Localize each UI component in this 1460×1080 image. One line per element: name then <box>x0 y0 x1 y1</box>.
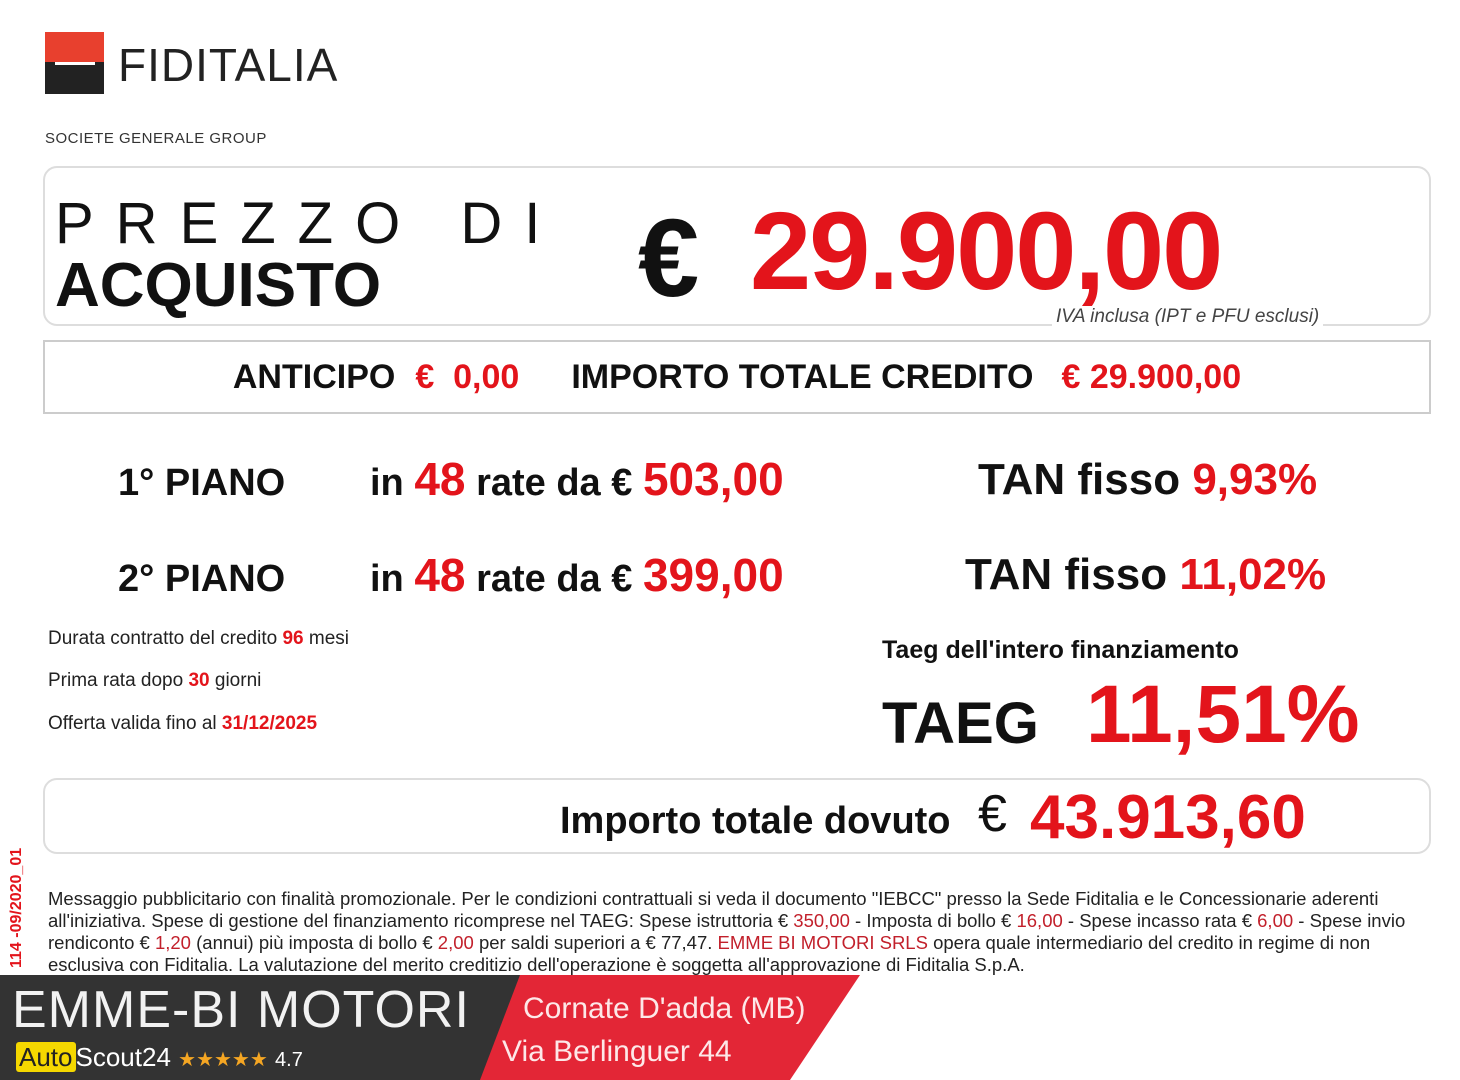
footer-address-panel <box>480 975 860 1080</box>
rate-amount: 399,00 <box>642 549 784 601</box>
price-box <box>43 166 1431 326</box>
plan-1-tan: TAN fisso 9,93% <box>978 455 1317 505</box>
detail-value: 31/12/2025 <box>221 713 318 734</box>
detail-text: Durata contratto del credito <box>48 628 278 649</box>
detail-value: 30 <box>188 670 210 691</box>
rating-stars-icon: ★★★★★ <box>178 1049 268 1071</box>
disc-text: - Spese invio rendiconto € <box>48 910 1406 953</box>
dovuto-label: Importo totale dovuto <box>560 800 951 842</box>
autoscout-badge: Auto Scout24 ★★★★★ 4.7 <box>16 1042 303 1073</box>
disc-text: - Imposta di bollo € <box>849 910 1017 931</box>
dealer-city: Cornate D'adda (MB) <box>523 992 806 1025</box>
total-credit-label: IMPORTO TOTALE CREDITO <box>571 357 1034 396</box>
price-label-1: PREZZO DI <box>55 191 563 256</box>
anticipo-value: € 0,00 <box>415 357 520 396</box>
autoscout-auto: Auto <box>16 1042 76 1072</box>
detail-text: Prima rata dopo <box>48 670 184 691</box>
rate-text: rate da € <box>476 462 633 504</box>
dealer-name: EMME-BI MOTORI <box>12 981 470 1039</box>
dovuto-value: 43.913,60 <box>1030 783 1306 852</box>
tan-value: 11,02% <box>1179 550 1327 599</box>
taeg-value: 11,51% <box>1086 669 1360 760</box>
price-currency: € <box>638 197 700 320</box>
detail-value: 96 <box>282 628 304 649</box>
detail-duration: Durata contratto del credito 96 mesi <box>48 628 349 650</box>
detail-text: mesi <box>308 628 350 649</box>
dovuto-box <box>43 778 1431 854</box>
total-credit-value: € 29.900,00 <box>1061 357 1242 396</box>
rate-text: rate da € <box>476 558 633 600</box>
credit-row: ANTICIPO € 0,00 IMPORTO TOTALE CREDITO €… <box>43 340 1431 414</box>
plan-2-tan: TAN fisso 11,02% <box>965 550 1326 600</box>
disc-value: 350,00 <box>793 910 850 931</box>
disc-text: - Spese incasso rata € <box>1062 910 1258 931</box>
price-value: 29.900,00 <box>750 190 1223 313</box>
price-label-2: ACQUISTO <box>55 251 382 320</box>
rate-count: 48 <box>414 453 466 505</box>
rate-count: 48 <box>414 549 466 601</box>
disc-value: 2,00 <box>437 932 474 953</box>
dealer-address: Via Berlinguer 44 <box>502 1035 732 1068</box>
footer-dealer-panel <box>0 975 560 1080</box>
disc-text: opera quale intermediario del credito in… <box>48 932 1371 975</box>
disc-value: 6,00 <box>1257 910 1294 931</box>
detail-validity: Offerta valida fino al 31/12/2025 <box>48 713 317 735</box>
disc-text: Messaggio pubblicitario con finalità pro… <box>48 888 1379 931</box>
dovuto-currency: € <box>978 785 1007 843</box>
plan-1-label: 1° PIANO <box>118 462 286 504</box>
rating-value: 4.7 <box>275 1049 303 1071</box>
disc-value: 1,20 <box>154 932 191 953</box>
document-code: 114 -09/2020_01 <box>8 847 25 968</box>
detail-first-rate: Prima rata dopo 30 giorni <box>48 670 261 692</box>
tan-label: TAN fisso <box>965 550 1168 599</box>
tan-label: TAN fisso <box>978 455 1181 504</box>
detail-text: Offerta valida fino al <box>48 713 217 734</box>
rate-amount: 503,00 <box>642 453 784 505</box>
plan-2-rate: in 48 rate da € 399,00 <box>370 548 784 602</box>
in-text: in <box>370 462 404 504</box>
disc-value: 16,00 <box>1016 910 1063 931</box>
price-note: IVA inclusa (IPT e PFU esclusi) <box>1052 306 1324 328</box>
plan-2-label: 2° PIANO <box>118 558 286 600</box>
tan-value: 9,93% <box>1192 455 1318 504</box>
plan-1-rate: in 48 rate da € 503,00 <box>370 452 784 506</box>
taeg-label: TAEG <box>882 691 1039 756</box>
disclaimer: Messaggio pubblicitario con finalità pro… <box>48 888 1428 976</box>
taeg-caption: Taeg dell'intero finanziamento <box>882 636 1239 664</box>
in-text: in <box>370 558 404 600</box>
detail-text: giorni <box>214 670 262 691</box>
fiditalia-logo-mark <box>45 32 104 94</box>
disc-text: per saldi superiori a € 77,47. <box>473 932 718 953</box>
brand-name: FIDITALIA <box>118 39 339 91</box>
disc-dealer: EMME BI MOTORI SRLS <box>717 932 928 953</box>
anticipo-label: ANTICIPO <box>232 357 396 396</box>
brand-group: SOCIETE GENERALE GROUP <box>45 130 267 147</box>
disc-text: (annui) più imposta di bollo € <box>190 932 438 953</box>
autoscout-scout: Scout24 <box>75 1042 171 1072</box>
